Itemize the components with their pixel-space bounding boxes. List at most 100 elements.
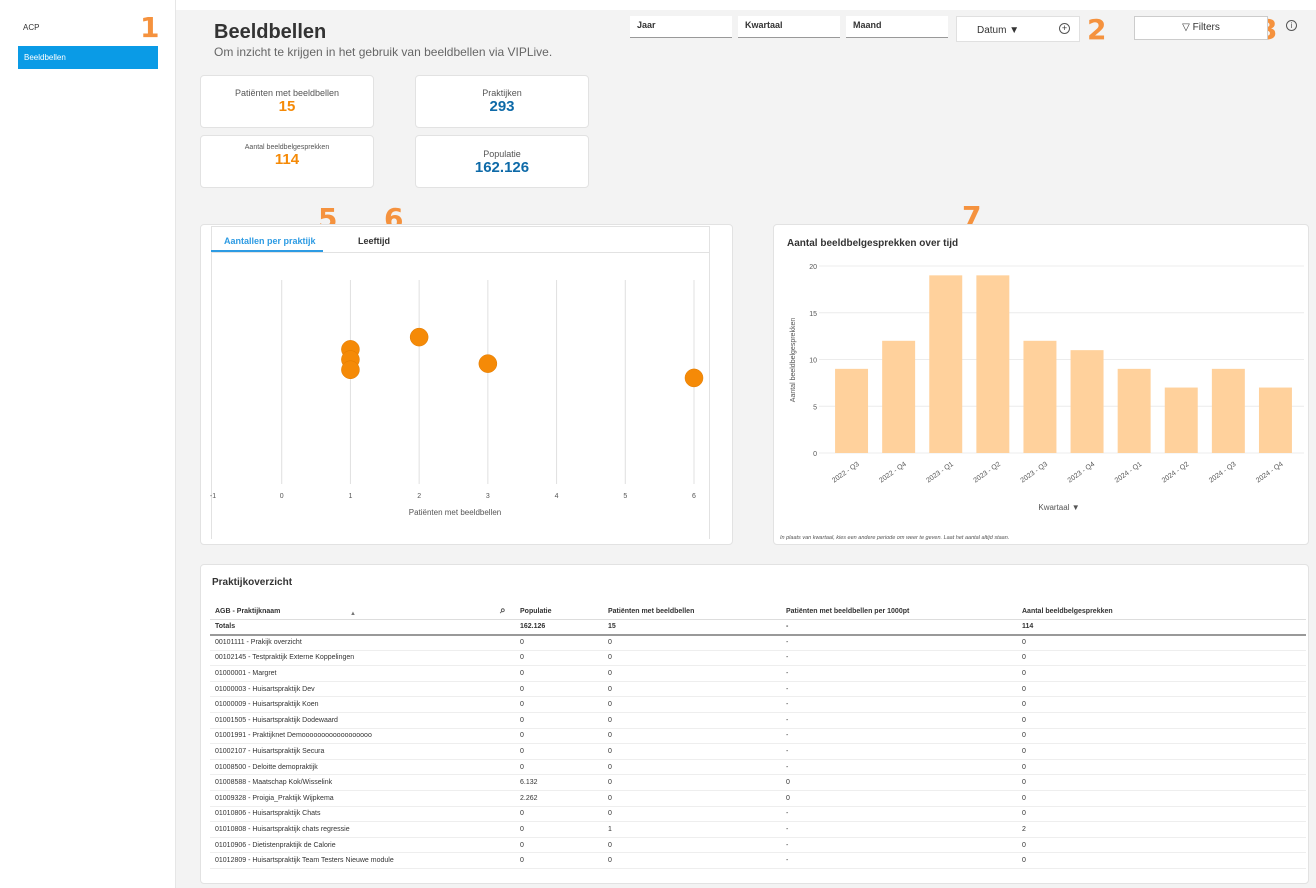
table-cell: 0: [515, 821, 603, 838]
scatter-x-tick-label: 6: [692, 493, 696, 500]
annotation-marker-7: 7: [962, 200, 982, 233]
bar-chart-y-tick-label: 5: [813, 404, 817, 411]
bar-chart-x-axis-label[interactable]: Kwartaal ▼: [1038, 503, 1079, 512]
table-cell: -: [781, 852, 1017, 869]
table-cell: 0: [1017, 728, 1306, 745]
bar-chart-bar[interactable]: [1070, 350, 1104, 453]
table-cell: 01010806 - Huisartspraktijk Chats: [210, 806, 515, 823]
column-header-praktijknaam[interactable]: AGB - Praktijknaam ▲ ⌕: [210, 604, 515, 620]
info-icon[interactable]: i: [1286, 20, 1297, 31]
column-header-praktijknaam-label: AGB - Praktijknaam: [215, 607, 281, 615]
table-cell: 2.262: [515, 790, 603, 807]
table-cell: 0: [603, 728, 781, 745]
kpi-patienten-value: 15: [278, 98, 296, 115]
bar-chart-bar[interactable]: [929, 275, 963, 453]
bar-chart-bar[interactable]: [835, 368, 869, 453]
table-cell: 0: [515, 634, 603, 651]
table-row[interactable]: 01002107 - Huisartspraktijk Secura 0 0-0: [210, 743, 1306, 760]
scatter-point[interactable]: [478, 354, 498, 373]
table-row[interactable]: 01012809 - Huisartspraktijk Team Testers…: [210, 852, 1306, 869]
scatter-point[interactable]: [684, 368, 704, 388]
bar-chart-x-tick-label: 2023 - Q1: [925, 461, 955, 485]
kpi-praktijken-label: Praktijken: [482, 88, 522, 98]
table-row[interactable]: 01000001 - Margret 0 0-0: [210, 665, 1306, 682]
scatter-x-tick-label: -1: [210, 493, 216, 500]
column-header-populatie[interactable]: Populatie: [515, 604, 603, 620]
table-row[interactable]: 01008588 - Maatschap Kok/Wisselink 6.132 0…: [210, 774, 1306, 792]
table-cell: 01008500 - Deloitte demopraktijk: [210, 759, 515, 776]
table-cell: 0: [603, 743, 781, 760]
table-title: Praktijkoverzicht: [212, 577, 293, 588]
table-cell: 0: [515, 806, 603, 823]
column-header-patienten[interactable]: Patiënten met beeldbellen: [603, 604, 781, 620]
table-cell: -: [781, 837, 1017, 854]
add-icon[interactable]: +: [1059, 23, 1070, 34]
table-cell: 01009328 - Proigia_Praktijk Wijpkema: [210, 790, 515, 807]
bar-chart-bar[interactable]: [882, 340, 916, 453]
table-cell: -: [781, 619, 1017, 636]
scatter-point[interactable]: [409, 327, 429, 347]
table-row[interactable]: 01000003 - Huisartspraktijk Dev 0 0-0: [210, 681, 1306, 698]
table-cell: 0: [1017, 759, 1306, 776]
table-cell: 162.126: [515, 619, 603, 636]
table-cell: -: [781, 650, 1017, 667]
bar-chart-bar[interactable]: [976, 275, 1010, 453]
table-cell: 0: [603, 650, 781, 667]
table-cell: 01010906 - Dietistenpraktijk de Calorie: [210, 837, 515, 854]
column-header-patienten-per-1000[interactable]: Patiënten met beeldbellen per 1000pt: [781, 604, 1017, 620]
filter-kwartaal[interactable]: Kwartaal: [738, 16, 840, 38]
sort-ascending-icon[interactable]: ▲: [350, 611, 356, 617]
table-row[interactable]: 01009328 - Proigia_Praktijk Wijpkema 2.26…: [210, 790, 1306, 807]
sidebar-item-beeldbellen[interactable]: Beeldbellen: [18, 46, 158, 69]
table-row[interactable]: 00102145 - Testpraktijk Externe Koppelin…: [210, 650, 1306, 667]
table-cell: 0: [515, 665, 603, 682]
table-cell: 0: [515, 743, 603, 760]
bar-chart-bar[interactable]: [1164, 387, 1198, 453]
scatter-x-tick-label: 5: [623, 493, 627, 500]
table-cell: -: [781, 696, 1017, 714]
page-subtitle: Om inzicht te krijgen in het gebruik van…: [214, 45, 553, 59]
bar-chart-bar[interactable]: [1211, 368, 1245, 453]
table-cell: 0: [603, 665, 781, 682]
bar-chart-footnote: In plaats van kwartaal, kies een andere …: [780, 535, 1009, 541]
table-cell: 6.132: [515, 774, 603, 792]
table-row[interactable]: 01010906 - Dietistenpraktijk de Calorie 0…: [210, 837, 1306, 854]
kpi-patienten-card: Patiënten met beeldbellen 15: [200, 75, 374, 128]
table-row[interactable]: 01001991 - Praktijknet Demoooooooooooooo…: [210, 728, 1306, 745]
bar-chart-bar[interactable]: [1258, 387, 1292, 453]
table-cell: 01001505 - Huisartspraktijk Dodewaard: [210, 712, 515, 729]
table-cell: 0: [603, 774, 781, 792]
table-cell: 0: [1017, 790, 1306, 807]
table-cell: 0: [603, 759, 781, 776]
scatter-point[interactable]: [341, 360, 360, 380]
table-cell: 01008588 - Maatschap Kok/Wisselink: [210, 774, 515, 792]
bar-chart-bar[interactable]: [1023, 340, 1057, 453]
table-cell: 0: [515, 759, 603, 776]
filters-button[interactable]: ▽ Filters: [1134, 16, 1268, 40]
table-totals-row[interactable]: Totals 162.126 15-114: [210, 619, 1306, 636]
tab-leeftijd[interactable]: Leeftijd: [358, 236, 391, 246]
table-row[interactable]: 01010806 - Huisartspraktijk Chats 0 0-0: [210, 806, 1306, 823]
column-header-aantal-gesprekken[interactable]: Aantal beeldbelgesprekken: [1017, 604, 1306, 620]
kpi-aantal-card: Aantal beeldbelgesprekken 114: [200, 135, 374, 188]
table-cell: 0: [1017, 696, 1306, 714]
search-icon[interactable]: ⌕: [500, 605, 506, 616]
table-row[interactable]: 01008500 - Deloitte demopraktijk 0 0-0: [210, 759, 1306, 776]
filter-jaar[interactable]: Jaar: [630, 16, 732, 38]
table-row[interactable]: 01010808 - Huisartspraktijk chats regres…: [210, 821, 1306, 838]
annotation-marker-2: 2: [1087, 13, 1107, 46]
table-cell: 01002107 - Huisartspraktijk Secura: [210, 743, 515, 760]
tab-aantallen-per-praktijk[interactable]: Aantallen per praktijk: [224, 236, 316, 246]
table-row[interactable]: 01000009 - Huisartspraktijk Koen 0 0-0: [210, 696, 1306, 714]
table-cell: 0: [1017, 681, 1306, 698]
table-row[interactable]: 00101111 - Prakijk overzicht 0 0-0: [210, 634, 1306, 651]
table-cell: 01000009 - Huisartspraktijk Koen: [210, 696, 515, 714]
datum-dropdown[interactable]: Datum ▼ +: [956, 16, 1080, 42]
table-row[interactable]: 01001505 - Huisartspraktijk Dodewaard 0 0-…: [210, 712, 1306, 729]
bar-chart-x-tick-label: 2023 - Q2: [972, 461, 1002, 485]
filter-maand[interactable]: Maand: [846, 16, 948, 38]
sidebar-section-acp[interactable]: ACP: [23, 23, 40, 32]
table-cell: 01000003 - Huisartspraktijk Dev: [210, 681, 515, 698]
table-cell: 0: [603, 852, 781, 869]
bar-chart-bar[interactable]: [1117, 368, 1151, 453]
